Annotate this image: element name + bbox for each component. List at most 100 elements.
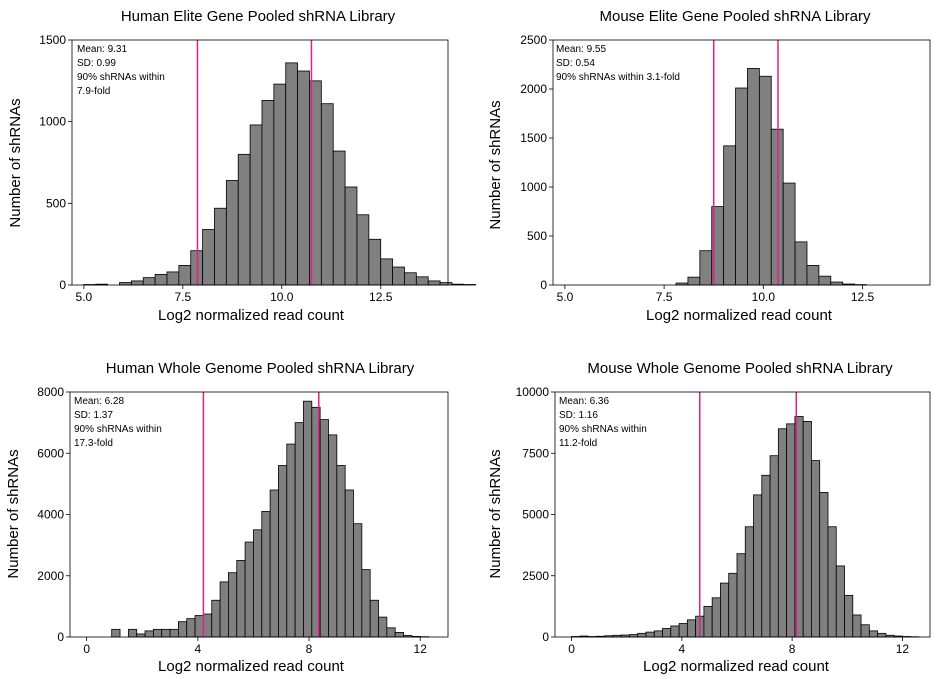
histogram-bar bbox=[427, 280, 441, 286]
histogram-bar bbox=[686, 619, 697, 638]
stats-annotation-line: Mean: 9.31 bbox=[77, 44, 127, 55]
histogram-bar bbox=[386, 627, 396, 638]
x-tick-label: 8 bbox=[306, 642, 313, 656]
histogram-bar bbox=[670, 625, 680, 638]
x-axis-label: Log2 normalized read count bbox=[643, 658, 830, 675]
x-tick-label: 0 bbox=[83, 642, 90, 656]
x-axis-label: Log2 normalized read count bbox=[158, 658, 345, 675]
histogram-bar bbox=[190, 250, 204, 286]
histogram-bar bbox=[782, 182, 796, 286]
panel-mouse-elite: Mouse Elite Gene Pooled shRNA Library 5.… bbox=[487, 8, 931, 324]
panel-human-elite: Human Elite Gene Pooled shRNA Library 5.… bbox=[7, 8, 477, 324]
stats-annotation-line: SD: 0.99 bbox=[77, 58, 116, 69]
y-tick-label: 8000 bbox=[37, 385, 64, 399]
histogram-bar bbox=[253, 529, 263, 638]
axes-frame bbox=[552, 39, 931, 286]
histogram-bar bbox=[144, 630, 154, 638]
stats-annotation-line: 90% shRNAs within bbox=[77, 72, 165, 83]
plot-area: 5.0 7.5 10.0 12.5 0 500 1000 1500 2000 2500 bbox=[520, 33, 931, 304]
histogram-bar bbox=[169, 628, 179, 638]
histogram-bar bbox=[753, 494, 763, 638]
axes-frame bbox=[71, 39, 449, 286]
x-tick-label: 0 bbox=[568, 642, 575, 656]
stats-annotation-line: 7.9-fold bbox=[77, 86, 110, 97]
histogram-bar bbox=[794, 241, 808, 286]
histogram-bar bbox=[166, 271, 180, 286]
histogram-bar bbox=[328, 434, 338, 638]
histogram-bar bbox=[178, 264, 192, 286]
histogram-bar bbox=[320, 103, 334, 286]
y-tick-label: 2500 bbox=[520, 33, 547, 47]
histogram-bar bbox=[744, 526, 754, 638]
x-tick-label: 4 bbox=[678, 642, 685, 656]
chart-title: Human Whole Genome Pooled shRNA Library bbox=[106, 360, 415, 377]
y-tick-label: 2500 bbox=[522, 569, 549, 583]
y-tick-label: 0 bbox=[59, 278, 66, 292]
stats-annotation-line: 11.2-fold bbox=[559, 438, 597, 449]
histogram-bar bbox=[332, 150, 346, 286]
histogram-bar bbox=[273, 83, 287, 286]
x-axis-label: Log2 normalized read count bbox=[158, 307, 345, 324]
chart-title: Mouse Whole Genome Pooled shRNA Library bbox=[587, 360, 893, 377]
histogram-bar bbox=[236, 560, 246, 638]
histogram-bar bbox=[392, 266, 405, 286]
histogram-bar bbox=[177, 621, 188, 638]
y-tick-label: 1000 bbox=[520, 180, 547, 194]
histogram-bar bbox=[868, 630, 879, 638]
histogram-bar bbox=[811, 460, 821, 638]
y-tick-label: 10000 bbox=[516, 385, 550, 399]
histogram-bar bbox=[720, 582, 730, 638]
x-tick-label: 4 bbox=[195, 642, 202, 656]
histogram-bar bbox=[877, 632, 887, 638]
stats-annotation-line: Mean: 6.36 bbox=[559, 396, 609, 407]
histogram-bar bbox=[699, 250, 713, 286]
histogram-bar bbox=[161, 628, 171, 638]
histogram-bar bbox=[827, 526, 837, 638]
histogram-bar bbox=[294, 422, 304, 638]
stats-annotation-line: 17.3-fold bbox=[74, 438, 113, 449]
chart-title: Mouse Elite Gene Pooled shRNA Library bbox=[600, 8, 871, 25]
histogram-bar bbox=[203, 613, 213, 638]
histogram-bar bbox=[802, 420, 812, 638]
y-tick-label: 0 bbox=[542, 630, 549, 644]
histogram-bar bbox=[404, 272, 417, 286]
histogram-bar bbox=[130, 280, 144, 286]
y-axis-label: Number of shRNAs bbox=[487, 449, 504, 578]
stats-annotation-line: SD: 0.54 bbox=[556, 58, 595, 69]
histogram-bar bbox=[285, 62, 299, 286]
y-tick-label: 4000 bbox=[37, 508, 64, 522]
histogram-bar bbox=[860, 624, 870, 638]
y-tick-label: 0 bbox=[540, 278, 547, 292]
histogram-bar bbox=[806, 264, 820, 286]
x-tick-label: 10.0 bbox=[270, 290, 294, 304]
histogram-bar bbox=[194, 615, 204, 638]
stats-annotation-line: 90% shRNAs within bbox=[559, 424, 647, 435]
histogram-bar bbox=[835, 565, 845, 638]
y-tick-label: 7500 bbox=[522, 446, 549, 460]
histogram-bar bbox=[261, 511, 271, 638]
histogram-bar bbox=[711, 597, 721, 638]
x-tick-label: 7.5 bbox=[174, 290, 191, 304]
x-tick-label: 12 bbox=[896, 642, 910, 656]
stats-annotation-line: SD: 1.16 bbox=[559, 410, 598, 421]
histogram-bar bbox=[818, 275, 832, 286]
histogram-bar bbox=[852, 614, 862, 638]
histogram-bar bbox=[249, 124, 263, 286]
y-tick-label: 1000 bbox=[39, 115, 66, 129]
histogram-bar bbox=[678, 623, 688, 638]
plot-area: 5.0 7.5 10.0 12.5 0 500 1000 1500 bbox=[39, 33, 477, 304]
x-tick-label: 12.5 bbox=[369, 290, 393, 304]
x-tick-label: 7.5 bbox=[656, 290, 673, 304]
x-axis-label: Log2 normalized read count bbox=[646, 307, 833, 324]
histogram-bar bbox=[769, 455, 779, 638]
x-tick-label: 5.0 bbox=[557, 290, 574, 304]
histogram-bar bbox=[336, 465, 346, 638]
histogram-bar bbox=[303, 400, 313, 638]
stats-annotation-line: SD: 1.37 bbox=[74, 410, 113, 421]
histogram-bar bbox=[687, 276, 701, 286]
histogram-bar bbox=[136, 633, 146, 638]
histogram-bar bbox=[761, 474, 771, 638]
histogram-bar bbox=[758, 75, 772, 286]
histogram-bar bbox=[703, 605, 713, 638]
